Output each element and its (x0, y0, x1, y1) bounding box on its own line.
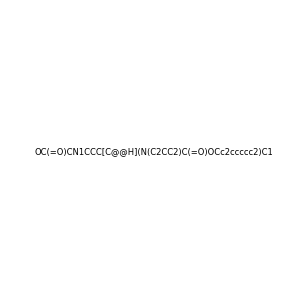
Text: OC(=O)CN1CCC[C@@H](N(C2CC2)C(=O)OCc2ccccc2)C1: OC(=O)CN1CCC[C@@H](N(C2CC2)C(=O)OCc2cccc… (34, 147, 273, 156)
